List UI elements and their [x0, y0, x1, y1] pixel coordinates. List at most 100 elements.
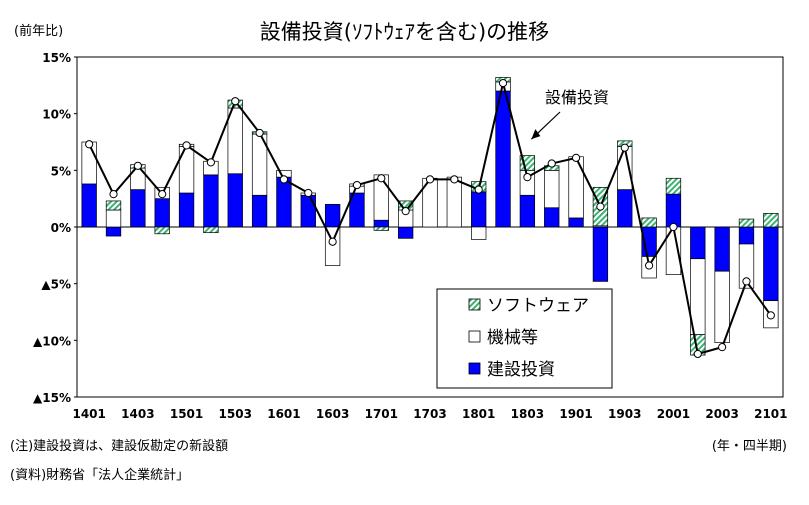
line-point: [718, 343, 727, 352]
bar-construction: [81, 183, 97, 228]
legend-box: [436, 288, 613, 389]
bar-construction: [738, 226, 755, 245]
x-tick-label: 1501: [170, 407, 203, 421]
line-point: [742, 277, 751, 286]
x-tick-label: 1701: [365, 407, 398, 421]
legend-swatch-construction: [468, 362, 481, 375]
x-tick-label: 1803: [511, 407, 544, 421]
legend-label-construction: 建設投資: [487, 360, 555, 380]
line-point: [474, 185, 483, 194]
bar-construction: [300, 194, 316, 228]
line-point: [645, 261, 654, 270]
line-point: [498, 78, 508, 88]
legend-swatch-software: [468, 298, 481, 311]
y-tick-label: 5%: [51, 164, 71, 178]
y-tick-label: 0%: [51, 221, 71, 235]
x-tick-label: 1903: [608, 407, 641, 421]
line-point: [401, 207, 410, 216]
bar-machinery: [738, 243, 755, 289]
line-point: [450, 175, 459, 184]
bar-construction: [373, 219, 389, 228]
bar-machinery: [544, 169, 560, 209]
line-point: [596, 202, 605, 211]
y-tick-label: ▲5%: [41, 278, 71, 292]
bar-construction: [714, 226, 730, 272]
bar-construction: [763, 226, 779, 302]
y-axis-unit: (前年比): [14, 24, 64, 39]
bar-construction: [154, 198, 170, 228]
line-point: [352, 180, 362, 190]
footnote: (注)建設投資は、建設仮勘定の新設額: [10, 439, 229, 454]
line-point: [620, 143, 629, 152]
bar-machinery: [471, 226, 487, 240]
y-tick-label: ▲15%: [33, 391, 71, 405]
annotation-arrowhead: [531, 129, 541, 140]
bar-construction: [203, 174, 219, 228]
line-point: [85, 140, 94, 149]
bar-machinery: [227, 107, 243, 175]
line-point: [328, 237, 337, 246]
bar-software: [641, 217, 657, 228]
bar-construction: [592, 226, 609, 282]
bar-software: [665, 177, 682, 195]
x-tick-label: 1401: [72, 407, 105, 421]
bar-software: [105, 200, 122, 211]
bar-construction: [471, 191, 487, 228]
x-tick-label: 1601: [267, 407, 300, 421]
line-point: [231, 97, 240, 106]
bar-construction: [617, 189, 633, 228]
line-point: [279, 175, 289, 184]
bar-software: [373, 226, 389, 231]
line-point: [571, 153, 581, 162]
bar-machinery: [105, 209, 122, 228]
line-point: [377, 174, 386, 183]
bar-construction: [227, 173, 243, 228]
line-annotation-label: 設備投資: [545, 88, 609, 107]
y-tick-label: 10%: [42, 108, 71, 122]
chart-title: 設備投資(ｿﾌﾄｳｪｱを含む)の推移: [259, 20, 550, 44]
line-point: [158, 190, 167, 199]
bar-machinery: [714, 270, 730, 343]
bar-software: [763, 213, 779, 228]
legend-label-software: ソフトウェア: [487, 296, 589, 316]
line-point: [255, 128, 264, 138]
line-point: [425, 175, 435, 184]
bar-software: [154, 226, 170, 235]
source-note: (資料)財務省「法人企業統計」: [10, 468, 190, 483]
line-point: [109, 190, 118, 199]
x-tick-label: 1801: [462, 407, 495, 421]
bar-machinery: [446, 176, 462, 228]
y-tick-label: ▲10%: [33, 334, 71, 348]
bar-construction: [690, 226, 706, 260]
bar-software: [203, 226, 219, 234]
bar-construction: [568, 217, 584, 228]
x-tick-label: 1403: [121, 407, 154, 421]
line-point: [766, 311, 775, 320]
x-tick-label: 1503: [219, 407, 252, 421]
bar-construction: [251, 194, 268, 228]
bar-construction: [665, 193, 682, 228]
bar-construction: [398, 226, 414, 239]
x-tick-label: 1603: [316, 407, 349, 421]
line-point: [693, 349, 702, 359]
line-point: [133, 161, 142, 170]
line-point: [669, 222, 678, 232]
bar-construction: [495, 90, 511, 228]
x-tick-label: 1703: [413, 407, 446, 421]
bar-construction: [324, 203, 341, 228]
line-point: [523, 173, 532, 182]
x-tick-label: 2001: [657, 407, 690, 421]
bar-construction: [130, 189, 146, 228]
x-tick-label: 2101: [754, 407, 787, 421]
bar-software: [738, 218, 755, 228]
period-unit: (年・四半期): [711, 439, 787, 454]
legend-label-machinery: 機械等: [487, 328, 538, 348]
line-point: [304, 188, 313, 198]
bar-construction: [276, 176, 292, 228]
x-tick-label: 2003: [705, 407, 738, 421]
x-tick-label: 1901: [559, 407, 592, 421]
y-tick-label: 15%: [42, 51, 71, 65]
bar-construction: [178, 192, 195, 228]
bar-construction: [544, 207, 560, 228]
